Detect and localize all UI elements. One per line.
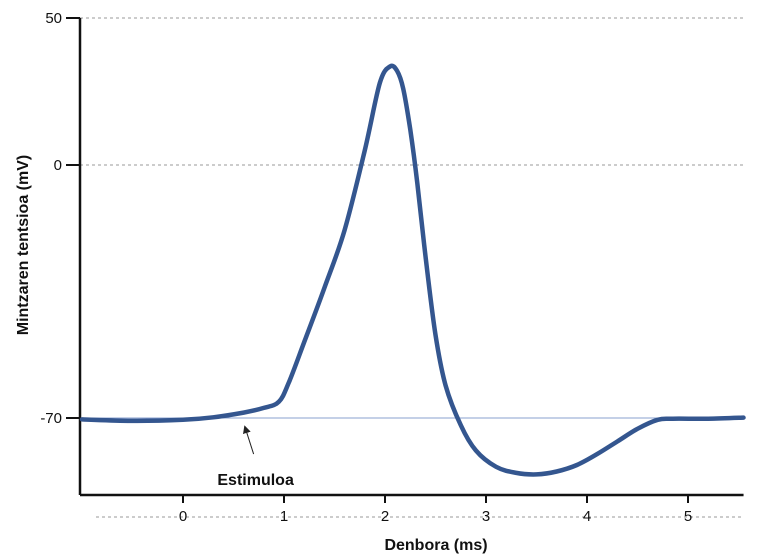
annotations: Estimuloa [217,425,294,489]
series-layer [79,63,746,477]
stimulus-label: Estimuloa [217,472,294,489]
x-tick-label: 2 [381,508,389,525]
x-axis-title: Denbora (ms) [384,537,487,554]
axes [66,17,744,503]
x-tick-label: 1 [280,508,288,525]
y-axis-title: Mintzaren tentsioa (mV) [15,155,32,335]
series-line-0 [79,63,746,477]
y-tick-label: -70 [40,410,62,427]
grid-lines [80,17,746,518]
tick-labels: 0 1 2 3 4 5 50 0 -70 [40,10,692,525]
x-tick-label: 4 [583,508,591,525]
stimulus-arrow [243,425,255,455]
y-tick-label: 50 [45,10,62,27]
x-tick-label: 0 [179,508,187,525]
x-tick-label: 5 [684,508,692,525]
x-tick-label: 3 [482,508,490,525]
y-tick-label: 0 [54,157,62,174]
